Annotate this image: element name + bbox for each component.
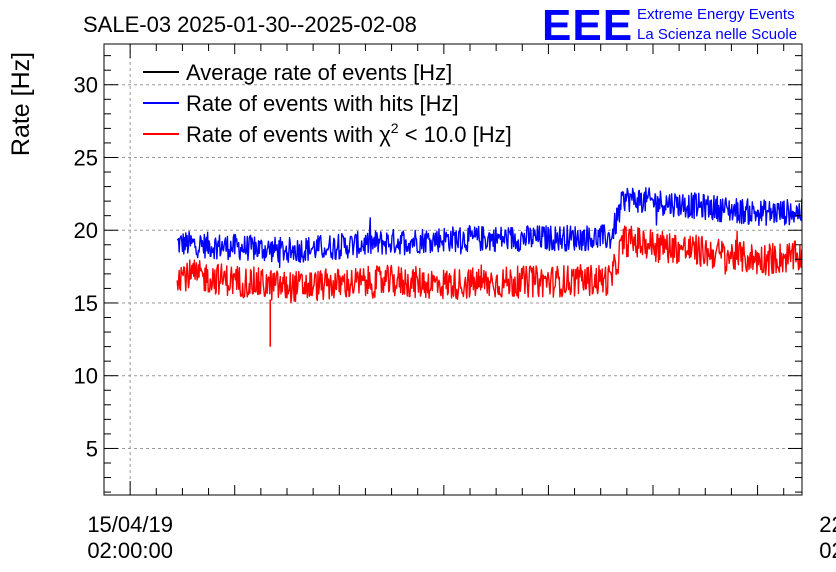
legend-label-hits: Rate of events with hits [Hz] <box>186 91 459 116</box>
legend-chi2-post: < 10.0 [Hz] <box>399 122 512 147</box>
plot-area <box>176 187 802 347</box>
legend-label-average: Average rate of events [Hz] <box>186 60 452 85</box>
y-tick-labels: 5 10 15 20 25 30 <box>74 73 98 462</box>
legend-chi2-symbol: χ <box>379 122 391 147</box>
y-tick-label: 25 <box>74 145 98 170</box>
y-axis-label: Rate [Hz] <box>7 52 35 156</box>
y-tick-label: 10 <box>74 364 98 389</box>
x-tick-label-time: 02:00:00 <box>819 538 836 563</box>
logo-line-2: La Scienza nelle Scuole <box>637 26 797 43</box>
logo-line-1: Extreme Energy Events <box>637 6 795 23</box>
logo-text: EEE <box>542 1 633 50</box>
series-line-chi2 <box>176 225 802 304</box>
series-line-hits <box>176 187 802 269</box>
legend-chi2-pre: Rate of events with <box>186 122 379 147</box>
plot-frame <box>103 43 803 496</box>
legend: Average rate of events [Hz] Rate of even… <box>143 60 512 147</box>
axis-ticks <box>103 44 802 495</box>
y-tick-label: 15 <box>74 291 98 316</box>
legend-chi2-sup: 2 <box>391 120 399 136</box>
y-tick-label: 5 <box>86 436 98 461</box>
axes-frame <box>103 43 803 496</box>
x-tick-label-date: 22/04/19 <box>819 512 836 537</box>
chart-title: SALE-03 2025-01-30--2025-02-08 <box>83 12 417 37</box>
x-tick-label-date: 15/04/19 <box>87 512 173 537</box>
x-tick-label-time: 02:00:00 <box>87 538 173 563</box>
eee-logo: EEE Extreme Energy Events La Scienza nel… <box>542 1 797 50</box>
y-tick-label: 20 <box>74 218 98 243</box>
legend-label-chi2: Rate of events with χ2 < 10.0 [Hz] <box>186 120 512 147</box>
y-tick-label: 30 <box>74 73 98 98</box>
